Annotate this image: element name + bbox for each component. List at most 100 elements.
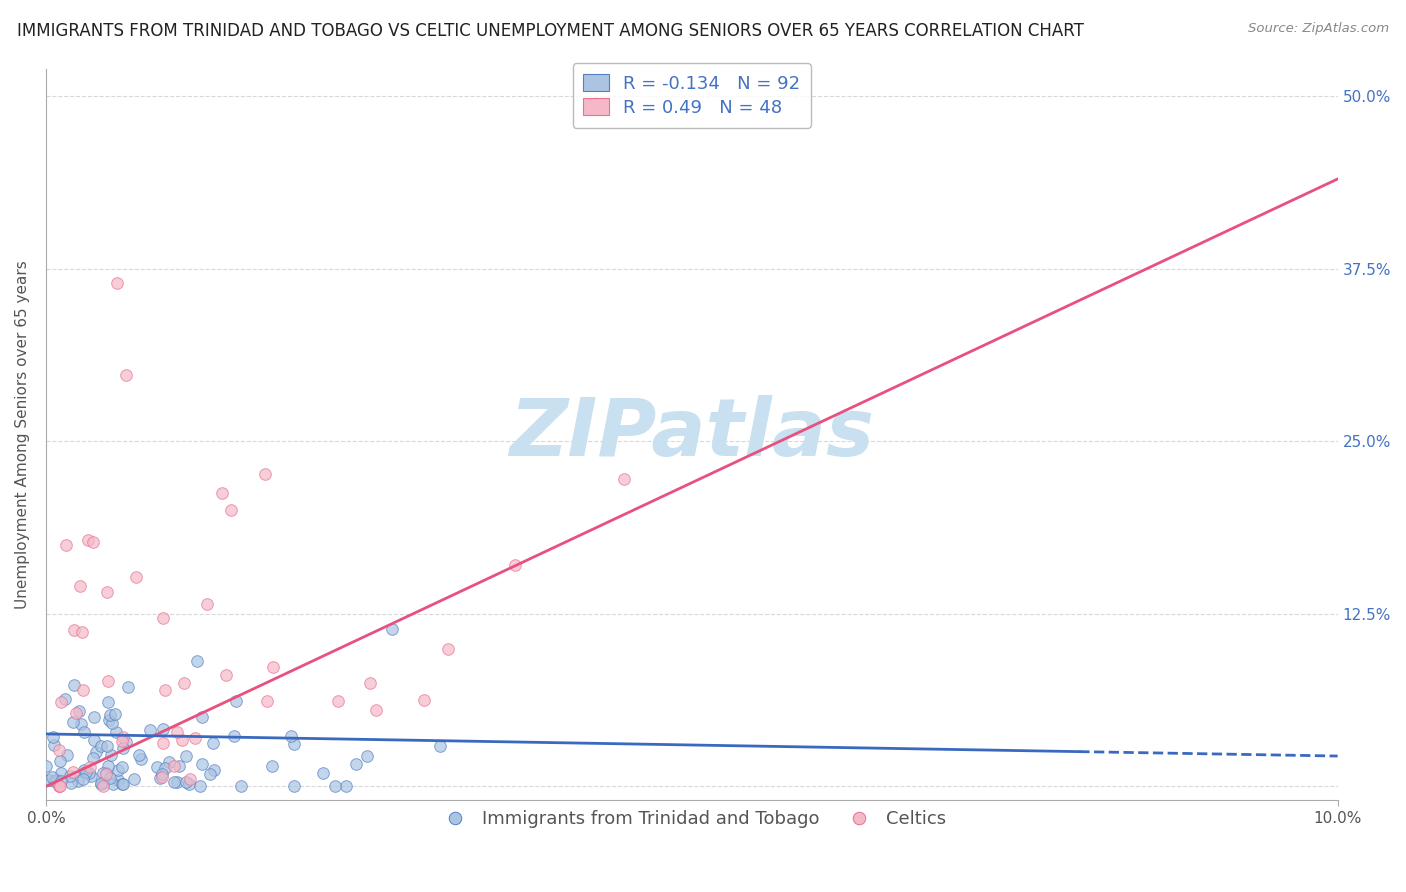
Point [90,777,112,791]
Point [153,761,176,775]
Point [62,765,84,780]
Point [76,533,98,547]
Point [93,766,115,780]
Point [163,775,186,789]
Point [129,752,152,766]
Point [283,780,305,794]
Point [111,734,134,748]
Point [311,766,333,780]
Point [122,772,145,787]
Point [104,725,127,739]
Point [503,558,526,572]
Point [111,741,134,756]
Point [335,780,357,794]
Point [429,739,451,753]
Point [186,654,208,668]
Point [44,773,66,788]
Point [98,771,121,785]
Point [49,766,72,780]
Point [190,756,212,771]
Point [70,716,93,731]
Point [91,776,114,790]
Point [201,736,224,750]
Point [111,759,134,773]
Point [152,723,174,737]
Point [157,755,180,769]
Point [59,775,82,789]
Point [90,776,112,790]
Point [184,731,207,745]
Point [613,472,636,486]
Point [104,706,127,721]
Point [62,714,84,729]
Point [48,780,70,794]
Point [84,745,107,759]
Point [98,713,121,727]
Point [170,733,193,747]
Point [83,733,105,747]
Point [94,766,117,780]
Point [96,585,118,599]
Point [174,748,197,763]
Point [254,467,277,481]
Y-axis label: Unemployment Among Seniors over 65 years: Unemployment Among Seniors over 65 years [15,260,30,608]
Point [166,774,188,789]
Point [49,780,72,794]
Point [344,757,367,772]
Point [76,765,98,780]
Point [97,695,120,709]
Point [67,773,90,788]
Point [200,767,222,781]
Point [111,777,134,791]
Point [283,737,305,751]
Point [229,780,252,794]
Point [42,730,65,744]
Point [107,763,129,777]
Point [96,739,118,753]
Point [412,693,434,707]
Point [65,706,87,720]
Point [55,747,77,762]
Point [79,765,101,780]
Point [202,764,225,778]
Point [94,766,117,780]
Point [41,770,63,784]
Point [98,708,121,723]
Point [152,736,174,750]
Text: IMMIGRANTS FROM TRINIDAD AND TOBAGO VS CELTIC UNEMPLOYMENT AMONG SENIORS OVER 65: IMMIGRANTS FROM TRINIDAD AND TOBAGO VS C… [17,22,1084,40]
Point [62,623,84,637]
Point [219,503,242,517]
Point [97,673,120,688]
Point [35,759,58,773]
Point [326,693,349,707]
Point [152,611,174,625]
Point [188,780,211,794]
Point [38,772,60,787]
Point [105,277,128,291]
Point [215,667,238,681]
Point [101,776,124,790]
Point [49,754,72,768]
Point [150,767,173,781]
Text: ZIPatlas: ZIPatlas [509,395,875,474]
Point [82,534,104,549]
Point [128,748,150,763]
Point [70,624,93,639]
Point [195,597,218,611]
Point [179,776,201,790]
Point [436,641,458,656]
Point [107,772,129,787]
Point [55,537,77,551]
Point [125,570,148,584]
Point [366,703,388,717]
Point [256,694,278,708]
Point [145,760,167,774]
Point [72,683,94,698]
Point [73,725,96,739]
Legend: Immigrants from Trinidad and Tobago, Celtics: Immigrants from Trinidad and Tobago, Cel… [430,803,953,835]
Point [112,730,135,744]
Point [262,660,284,674]
Point [222,729,245,743]
Point [97,758,120,772]
Point [53,692,76,706]
